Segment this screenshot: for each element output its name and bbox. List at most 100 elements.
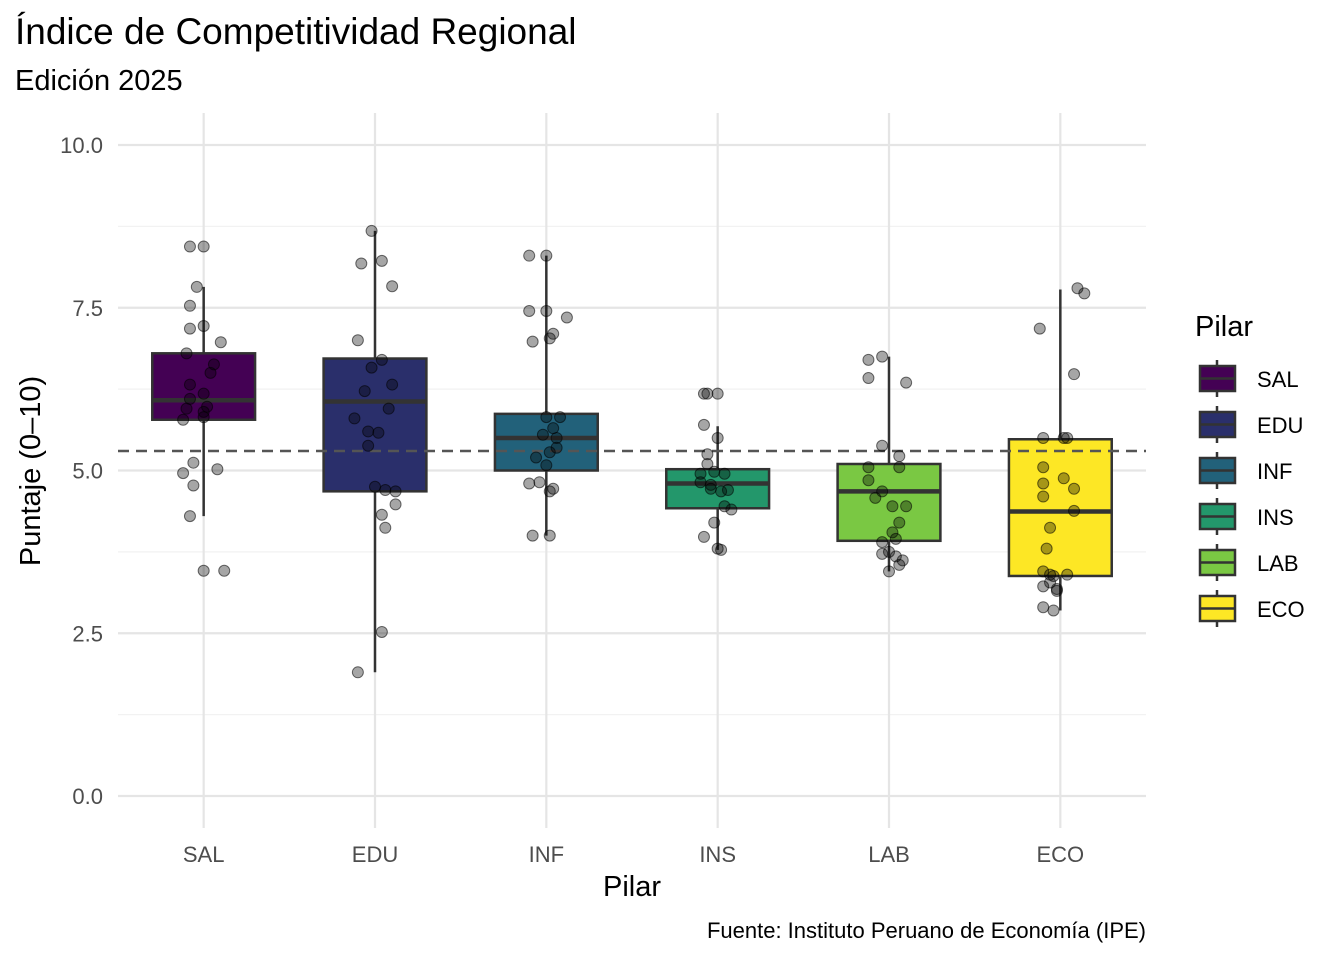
data-point <box>715 543 728 556</box>
data-point <box>554 411 567 424</box>
data-point <box>718 467 731 480</box>
data-point <box>1037 431 1050 444</box>
boxes <box>151 230 1113 673</box>
data-point <box>704 478 717 491</box>
y-tick-label: 7.5 <box>72 296 103 321</box>
data-point <box>560 311 573 324</box>
data-point <box>886 500 899 513</box>
x-tick-label: INF <box>529 842 564 867</box>
data-point <box>900 500 913 513</box>
data-point <box>876 547 889 560</box>
data-point <box>540 459 553 472</box>
data-point <box>697 387 710 400</box>
data-point <box>543 485 556 498</box>
data-point <box>1047 569 1060 582</box>
data-point <box>1037 490 1050 503</box>
box-edu <box>322 230 428 673</box>
data-point <box>177 413 190 426</box>
data-point <box>1068 368 1081 381</box>
data-point <box>701 448 714 461</box>
data-point <box>869 491 882 504</box>
data-point <box>1057 472 1070 485</box>
data-point <box>197 240 210 253</box>
data-point <box>1068 482 1081 495</box>
data-point <box>365 361 378 374</box>
data-point <box>1047 604 1060 617</box>
data-point <box>876 439 889 452</box>
data-point <box>1078 287 1091 300</box>
legend-label: INS <box>1257 505 1294 530</box>
data-point <box>372 426 385 439</box>
y-tick-label: 5.0 <box>72 459 103 484</box>
data-point <box>375 353 388 366</box>
data-point <box>523 477 536 490</box>
chart-caption: Fuente: Instituto Peruano de Economía (I… <box>707 918 1146 943</box>
legend-item-lab: LAB <box>1198 544 1299 581</box>
data-point <box>540 411 553 424</box>
data-point <box>862 372 875 385</box>
legend-item-ins: INS <box>1198 498 1294 535</box>
data-point <box>180 347 193 360</box>
data-point <box>197 411 210 424</box>
data-point <box>883 545 895 558</box>
data-point <box>862 461 875 474</box>
data-point <box>1037 601 1050 614</box>
data-point <box>211 463 224 476</box>
data-point <box>1044 521 1057 534</box>
legend-item-inf: INF <box>1198 452 1292 489</box>
data-point <box>197 564 210 577</box>
grid-lines <box>118 113 1146 828</box>
data-point <box>183 240 196 253</box>
data-point <box>358 385 371 398</box>
data-point <box>375 625 388 638</box>
data-point <box>701 387 714 400</box>
data-point <box>379 521 392 534</box>
data-point <box>379 484 392 497</box>
data-point <box>348 412 361 425</box>
data-point <box>711 431 724 444</box>
data-point <box>214 336 227 349</box>
data-point <box>1050 584 1063 597</box>
y-tick-label: 0.0 <box>72 784 103 809</box>
data-point <box>708 516 721 529</box>
data-point <box>351 334 364 347</box>
data-point <box>523 249 536 262</box>
x-tick-label: INS <box>699 842 736 867</box>
data-point <box>862 353 875 366</box>
data-point <box>190 280 203 293</box>
x-tick-label: EDU <box>352 842 398 867</box>
data-point <box>177 467 190 480</box>
data-point <box>697 418 710 431</box>
data-point <box>362 425 375 438</box>
data-point <box>1037 461 1050 474</box>
data-point <box>893 558 906 571</box>
data-point <box>711 387 724 400</box>
legend: Pilar SAL EDU INF INS LAB ECO <box>1195 311 1305 627</box>
data-point <box>1040 542 1053 555</box>
data-point <box>187 479 200 492</box>
legend-item-eco: ECO <box>1198 590 1305 627</box>
data-point <box>183 322 196 335</box>
y-axis-title: Puntaje (0–10) <box>15 376 47 566</box>
data-point <box>375 508 388 521</box>
data-point <box>550 431 563 444</box>
data-point <box>721 484 734 497</box>
data-point <box>704 482 717 495</box>
data-point <box>389 498 402 511</box>
data-point <box>526 335 539 348</box>
data-point <box>543 446 556 459</box>
data-point <box>197 387 210 400</box>
data-point <box>183 378 196 391</box>
box-eco <box>1007 289 1113 611</box>
data-point <box>893 516 906 529</box>
data-point <box>893 461 906 474</box>
data-point <box>365 224 378 237</box>
data-point <box>1057 431 1070 444</box>
data-point <box>375 254 388 267</box>
data-point <box>862 474 875 487</box>
data-point <box>382 402 395 415</box>
y-axis-tick-labels: 0.0 2.5 5.0 7.5 10.0 <box>60 133 103 809</box>
box-sal <box>151 286 257 517</box>
data-point <box>1037 565 1050 578</box>
